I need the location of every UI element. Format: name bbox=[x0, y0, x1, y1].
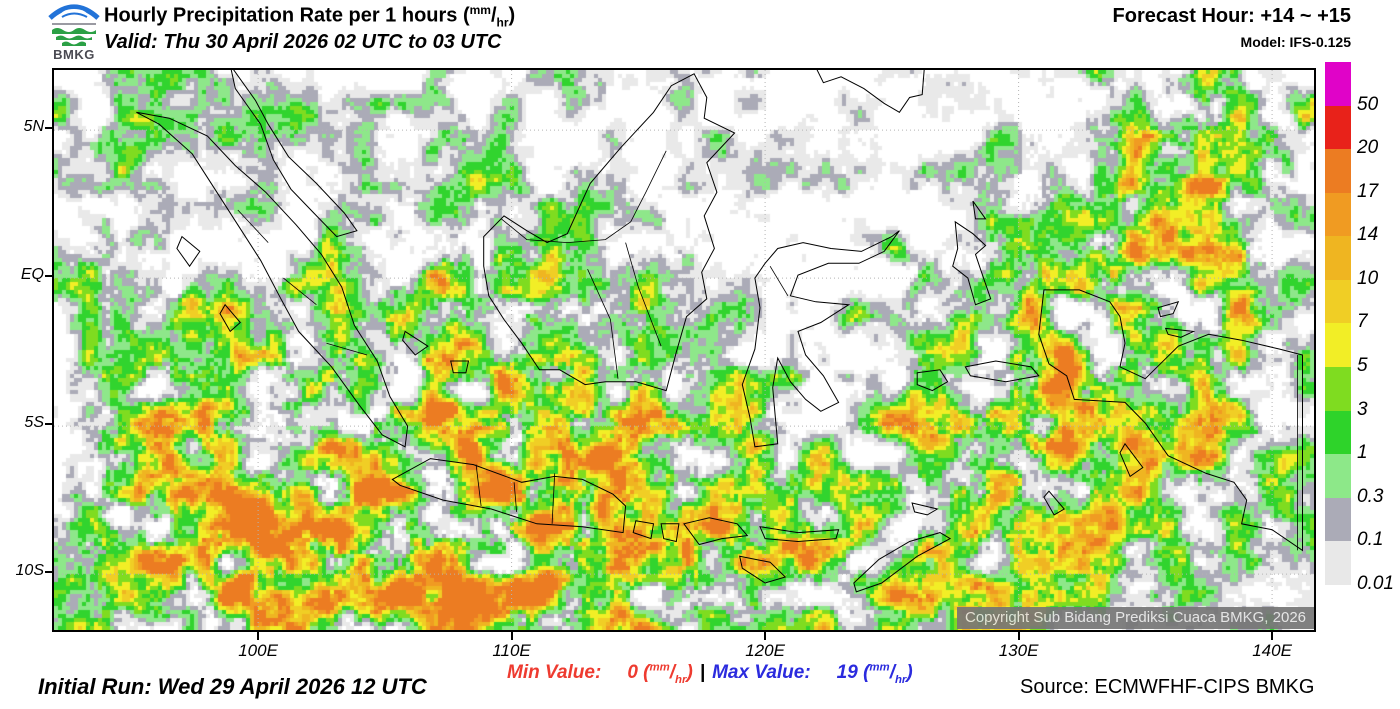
lon-axis-label-140E: 140E bbox=[1252, 641, 1292, 660]
admin-border-0 bbox=[501, 150, 667, 244]
coastline-mindanao bbox=[816, 70, 925, 113]
min-value-label: Min Value: 0 (mm/hr) bbox=[507, 662, 693, 687]
coastline-wetar bbox=[911, 502, 939, 516]
coastline-malaya bbox=[230, 70, 358, 238]
colorbar-level-10 bbox=[1325, 236, 1351, 280]
lat-axis-label-5N: 5N bbox=[23, 118, 44, 136]
lat-axis-label-10S: 10S bbox=[15, 562, 44, 580]
coastline-borneo bbox=[483, 73, 736, 392]
source-label: Source: ECMWFHF-CIPS BMKG bbox=[1020, 676, 1315, 698]
coastline-bangka bbox=[402, 330, 429, 356]
bmkg-logo-icon bbox=[48, 4, 100, 46]
coastline-papua bbox=[1038, 289, 1303, 552]
precipitation-field bbox=[54, 70, 1314, 630]
coastline-sumatra bbox=[136, 111, 409, 448]
coastline-aru bbox=[1119, 442, 1144, 478]
coastline-nias bbox=[176, 235, 201, 268]
coastline-tanimbar bbox=[1043, 490, 1065, 516]
coastline-belitung bbox=[450, 360, 470, 374]
page-title: Hourly Precipitation Rate per 1 hours (m… bbox=[104, 3, 516, 30]
copyright-watermark: Copyright Sub Bidang Prediksi Cuaca BMKG… bbox=[956, 607, 1314, 629]
admin-border-4 bbox=[283, 277, 317, 306]
coastline-seram bbox=[964, 360, 1040, 383]
admin-border-2 bbox=[625, 242, 662, 347]
lat-axis-label-5S: 5S bbox=[24, 414, 44, 432]
model-label: Model: IFS-0.125 bbox=[1240, 34, 1351, 50]
lon-axis-label-100E: 100E bbox=[238, 641, 278, 660]
colorbar-level-5 bbox=[1325, 323, 1351, 368]
coastline-buru bbox=[916, 369, 949, 392]
colorbar bbox=[1325, 62, 1351, 585]
lon-axis-tick-130E bbox=[1017, 632, 1020, 640]
coastline-lombok bbox=[660, 523, 680, 543]
coastline-timor bbox=[853, 532, 952, 593]
admin-border-10 bbox=[769, 265, 789, 297]
colorbar-level-20 bbox=[1325, 105, 1351, 150]
coastline-java bbox=[391, 458, 627, 534]
lat-axis-tick-5S bbox=[45, 423, 52, 426]
lon-axis-tick-120E bbox=[764, 632, 767, 640]
colorbar-level-0.01 bbox=[1325, 541, 1351, 585]
colorbar-tick-label-7: 7 bbox=[1357, 311, 1368, 333]
coastlines-overlay bbox=[54, 70, 1314, 630]
lon-axis-label-110E: 110E bbox=[492, 641, 531, 660]
bmkg-logo: BMKG bbox=[46, 1, 104, 65]
lat-axis-tick-EQ bbox=[45, 275, 52, 278]
colorbar-tick-label-3: 3 bbox=[1357, 398, 1368, 420]
coastline-siberut bbox=[219, 303, 241, 333]
colorbar-level-1 bbox=[1325, 410, 1351, 455]
coastline-morotai bbox=[972, 200, 987, 220]
minmax-line: Min Value: 0 (mm/hr) | Max Value: 19 (mm/hr) bbox=[507, 662, 913, 686]
minmax-separator: | bbox=[699, 662, 706, 684]
initial-run-label: Initial Run: Wed 29 April 2026 12 UTC bbox=[38, 674, 427, 699]
coastline-biak bbox=[1157, 301, 1180, 318]
admin-border-6 bbox=[475, 464, 482, 507]
admin-border-3 bbox=[237, 209, 269, 243]
coastline-sumbawa bbox=[683, 517, 749, 546]
admin-border-7 bbox=[513, 482, 517, 512]
lat-axis-tick-10S bbox=[45, 571, 52, 574]
admin-border-8 bbox=[551, 473, 556, 524]
forecast-hour-label: Forecast Hour: +14 ~ +15 bbox=[1112, 5, 1351, 27]
coastline-flores bbox=[759, 526, 840, 543]
coastline-halmahera bbox=[952, 220, 992, 306]
admin-border-1 bbox=[587, 269, 619, 379]
max-value-label: Max Value: 19 (mm/hr) bbox=[712, 662, 913, 687]
coastline-bali bbox=[632, 520, 655, 540]
coastline-yapen bbox=[1164, 327, 1196, 338]
lat-axis-tick-5N bbox=[45, 127, 52, 130]
colorbar-tick-label-0.1: 0.1 bbox=[1357, 529, 1384, 551]
valid-time-line: Valid: Thu 30 April 2026 02 UTC to 03 UT… bbox=[104, 31, 502, 53]
colorbar-level-17 bbox=[1325, 149, 1351, 193]
colorbar-tick-label-1: 1 bbox=[1357, 442, 1368, 464]
bmkg-logo-text: BMKG bbox=[53, 47, 95, 62]
lon-axis-label-130E: 130E bbox=[998, 641, 1039, 660]
lon-axis-tick-140E bbox=[1271, 632, 1274, 640]
colorbar-level-7 bbox=[1325, 279, 1351, 324]
colorbar-tick-label-50: 50 bbox=[1357, 93, 1379, 115]
unit-sup: mm bbox=[469, 3, 491, 17]
colorbar-level-0.3 bbox=[1325, 454, 1351, 498]
colorbar-tick-label-0.3: 0.3 bbox=[1357, 485, 1384, 507]
lon-axis-tick-110E bbox=[510, 632, 513, 640]
unit-sub: hr bbox=[496, 15, 509, 30]
lon-axis-tick-100E bbox=[257, 632, 260, 640]
colorbar-tick-label-10: 10 bbox=[1357, 267, 1379, 289]
colorbar-level-14 bbox=[1325, 192, 1351, 237]
colorbar-tick-label-5: 5 bbox=[1357, 355, 1368, 377]
colorbar-tick-label-0.01: 0.01 bbox=[1357, 572, 1394, 594]
map-frame: Copyright Sub Bidang Prediksi Cuaca BMKG… bbox=[52, 68, 1316, 632]
colorbar-tick-label-14: 14 bbox=[1357, 224, 1379, 246]
colorbar-level-3 bbox=[1325, 367, 1351, 411]
coastline-sulawesi bbox=[741, 230, 900, 448]
lon-axis-label-120E: 120E bbox=[745, 641, 785, 660]
colorbar-level-50 bbox=[1325, 62, 1351, 106]
colorbar-tick-label-17: 17 bbox=[1357, 180, 1379, 202]
coastline-sumba bbox=[739, 555, 787, 584]
admin-border-5 bbox=[326, 342, 368, 356]
colorbar-tick-label-20: 20 bbox=[1357, 137, 1379, 159]
lat-axis-label-EQ: EQ bbox=[20, 266, 44, 284]
colorbar-level-0.1 bbox=[1325, 497, 1351, 542]
